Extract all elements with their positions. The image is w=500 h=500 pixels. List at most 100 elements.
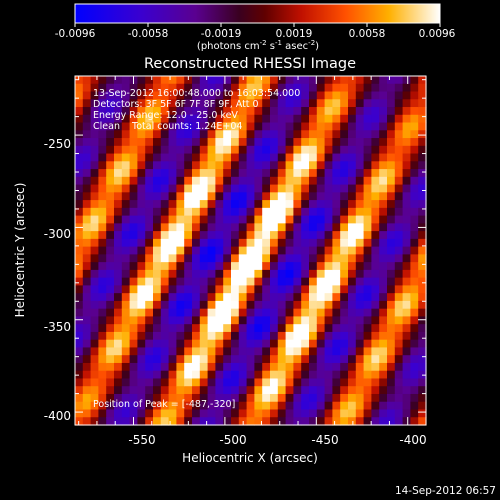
image-pixel bbox=[254, 370, 263, 380]
image-pixel bbox=[114, 417, 123, 426]
image-pixel bbox=[394, 339, 404, 349]
image-pixel bbox=[262, 285, 271, 294]
image-pixel bbox=[129, 169, 138, 178]
image-pixel bbox=[270, 169, 279, 178]
image-pixel bbox=[160, 277, 170, 286]
image-pixel bbox=[410, 269, 419, 279]
image-pixel bbox=[168, 200, 177, 209]
image-pixel bbox=[114, 107, 123, 116]
image-pixel bbox=[121, 169, 131, 178]
image-pixel bbox=[254, 331, 263, 341]
image-pixel bbox=[184, 386, 193, 395]
image-pixel bbox=[324, 370, 333, 380]
image-pixel bbox=[285, 324, 294, 333]
image-pixel bbox=[129, 223, 138, 232]
image-pixel bbox=[309, 277, 318, 286]
image-pixel bbox=[277, 277, 287, 286]
image-pixel bbox=[168, 76, 177, 85]
image-pixel bbox=[114, 207, 123, 217]
image-pixel bbox=[106, 83, 115, 93]
image-pixel bbox=[223, 355, 232, 364]
image-pixel bbox=[106, 355, 115, 364]
image-pixel bbox=[145, 339, 154, 349]
image-pixel bbox=[129, 262, 138, 271]
image-pixel bbox=[402, 362, 411, 372]
image-pixel bbox=[340, 83, 349, 93]
image-pixel bbox=[192, 262, 201, 271]
image-pixel bbox=[98, 401, 107, 411]
image-pixel bbox=[231, 161, 240, 170]
image-pixel bbox=[332, 76, 341, 85]
image-pixel bbox=[324, 393, 333, 403]
image-pixel bbox=[270, 316, 279, 325]
image-pixel bbox=[129, 99, 138, 108]
image-pixel bbox=[340, 161, 349, 170]
image-pixel bbox=[324, 161, 333, 170]
image-pixel bbox=[98, 339, 107, 349]
image-pixel bbox=[301, 91, 310, 100]
image-pixel bbox=[231, 339, 240, 349]
image-pixel bbox=[153, 409, 162, 418]
image-pixel bbox=[184, 254, 193, 263]
image-pixel bbox=[238, 200, 248, 209]
image-pixel bbox=[340, 378, 349, 387]
image-pixel bbox=[75, 184, 84, 193]
image-pixel bbox=[98, 176, 107, 186]
image-pixel bbox=[309, 161, 318, 170]
image-pixel bbox=[371, 215, 380, 224]
image-pixel bbox=[82, 347, 92, 356]
image-pixel bbox=[238, 99, 248, 108]
image-pixel bbox=[285, 176, 294, 186]
image-pixel bbox=[231, 145, 240, 155]
image-pixel bbox=[82, 362, 92, 372]
image-pixel bbox=[387, 238, 396, 248]
image-pixel bbox=[355, 192, 365, 201]
image-pixel bbox=[207, 223, 216, 232]
image-pixel bbox=[82, 176, 92, 186]
image-pixel bbox=[184, 378, 193, 387]
image-pixel bbox=[270, 138, 279, 147]
image-pixel bbox=[246, 246, 255, 255]
image-pixel bbox=[231, 176, 240, 186]
image-pixel bbox=[394, 91, 404, 100]
image-pixel bbox=[293, 238, 302, 248]
image-pixel bbox=[246, 192, 255, 201]
image-pixel bbox=[145, 107, 154, 116]
image-pixel bbox=[215, 207, 224, 217]
image-pixel bbox=[137, 293, 146, 302]
image-pixel bbox=[90, 114, 99, 124]
image-pixel bbox=[379, 138, 388, 147]
image-pixel bbox=[121, 285, 131, 294]
image-pixel bbox=[371, 207, 380, 217]
image-pixel bbox=[355, 161, 365, 170]
image-pixel bbox=[176, 91, 185, 100]
image-pixel bbox=[129, 409, 138, 418]
image-pixel bbox=[262, 200, 271, 209]
image-pixel bbox=[394, 331, 404, 341]
units-exp2: -1 bbox=[275, 39, 282, 47]
image-pixel bbox=[90, 184, 99, 193]
image-pixel bbox=[387, 122, 396, 131]
image-pixel bbox=[75, 99, 84, 108]
image-pixel bbox=[199, 246, 209, 255]
image-pixel bbox=[168, 153, 177, 162]
image-pixel bbox=[223, 362, 232, 372]
image-pixel bbox=[75, 138, 84, 147]
image-pixel bbox=[316, 176, 326, 186]
image-pixel bbox=[231, 207, 240, 217]
image-pixel bbox=[363, 153, 372, 162]
image-pixel bbox=[153, 331, 162, 341]
image-pixel bbox=[114, 161, 123, 170]
image-pixel bbox=[215, 91, 224, 100]
image-pixel bbox=[192, 114, 201, 124]
image-pixel bbox=[192, 122, 201, 131]
image-pixel bbox=[316, 153, 326, 162]
image-pixel bbox=[418, 83, 427, 93]
image-pixel bbox=[114, 409, 123, 418]
image-pixel bbox=[254, 231, 263, 240]
image-pixel bbox=[309, 114, 318, 124]
image-pixel bbox=[340, 107, 349, 116]
image-pixel bbox=[246, 269, 255, 279]
image-pixel bbox=[410, 324, 419, 333]
image-pixel bbox=[114, 238, 123, 248]
